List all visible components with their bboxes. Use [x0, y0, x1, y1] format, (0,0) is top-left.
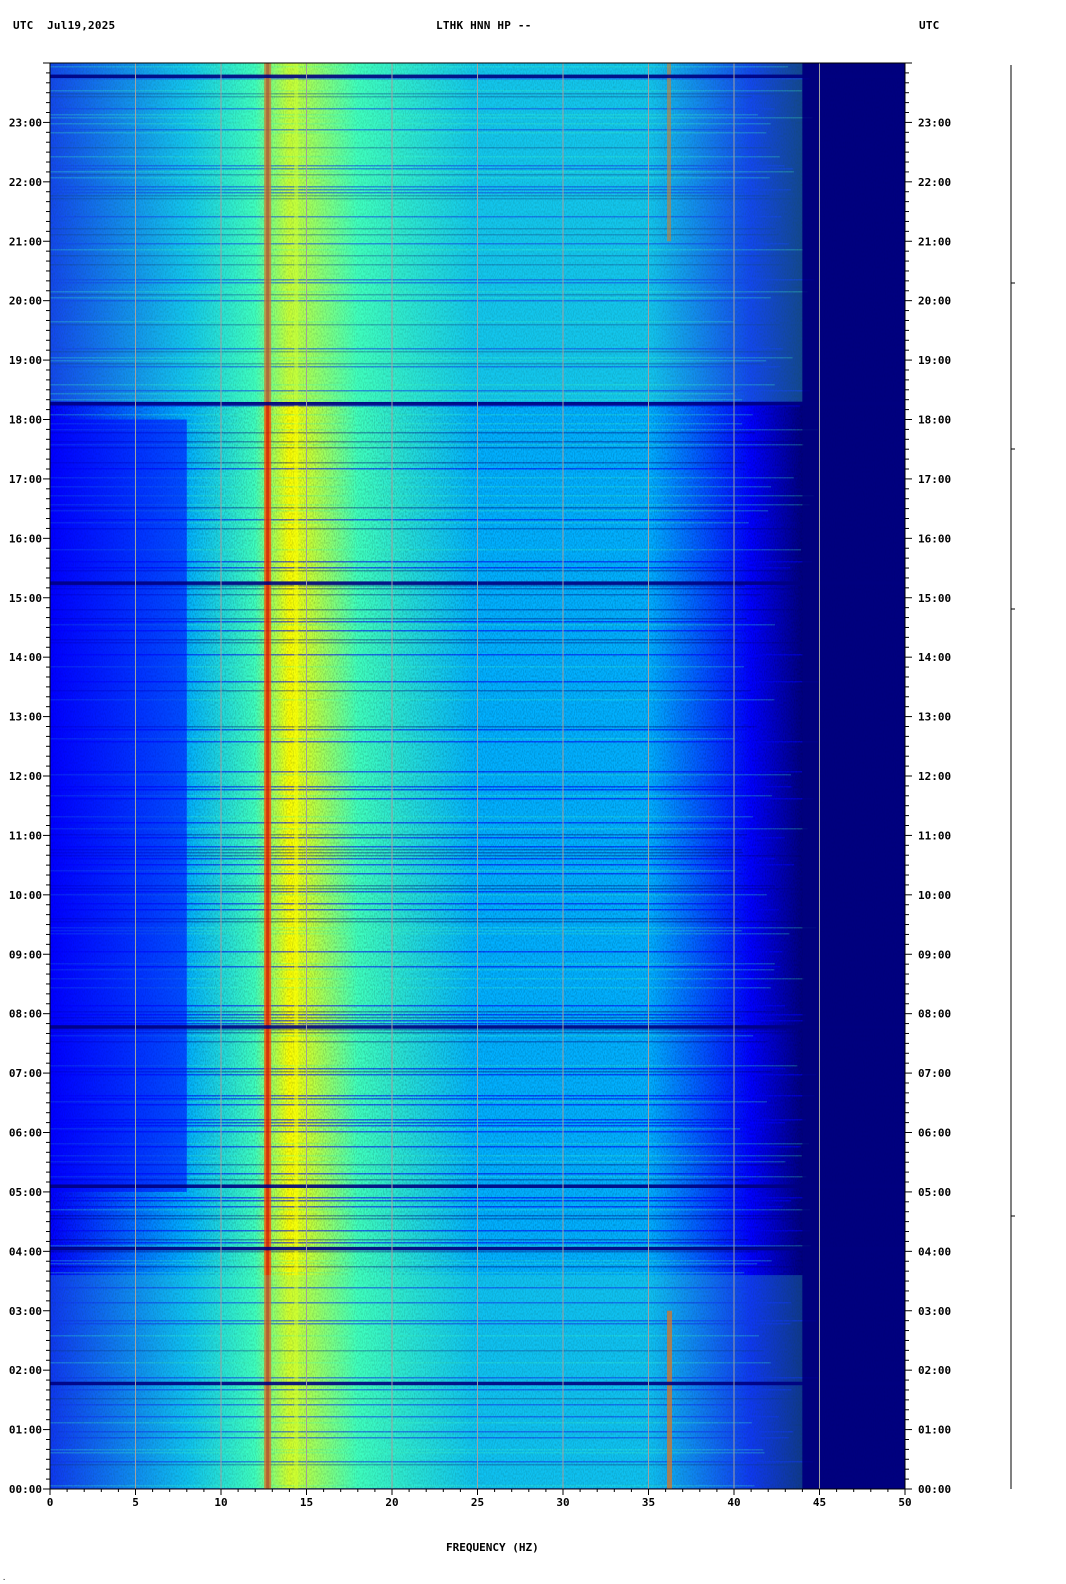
time-tick-label-left: 19:00	[9, 354, 42, 367]
frequency-tick-label: 30	[556, 1496, 569, 1509]
time-tick-label-right: 23:00	[918, 116, 951, 129]
high-frequency-rolloff	[802, 63, 905, 1489]
time-tick-label-left: 00:00	[9, 1483, 42, 1496]
intermittent-line-lower	[667, 1310, 673, 1489]
time-tick-label-right: 01:00	[918, 1424, 951, 1437]
time-tick-label-left: 20:00	[9, 295, 42, 308]
time-tick-label-right: 13:00	[918, 711, 951, 724]
time-tick-label-right: 18:00	[918, 414, 951, 427]
time-tick-label-left: 16:00	[9, 532, 42, 545]
time-tick-label-right: 21:00	[918, 235, 951, 248]
time-tick-label-left: 04:00	[9, 1245, 42, 1258]
frequency-tick-label: 35	[642, 1496, 655, 1509]
time-tick-label-right: 05:00	[918, 1186, 951, 1199]
time-tick-label-left: 10:00	[9, 889, 42, 902]
time-tick-label-left: 18:00	[9, 414, 42, 427]
amplitude-scale-line	[1010, 65, 1015, 1489]
time-tick-label-right: 00:00	[918, 1483, 951, 1496]
time-tick-label-right: 20:00	[918, 295, 951, 308]
time-tick-label-right: 09:00	[918, 948, 951, 961]
frequency-tick-label: 25	[471, 1496, 484, 1509]
time-tick-label-left: 15:00	[9, 592, 42, 605]
time-tick-label-left: 03:00	[9, 1305, 42, 1318]
time-tick-label-right: 14:00	[918, 651, 951, 664]
date-label: UTC Jul19,2025	[13, 19, 116, 32]
frequency-tick-label: 50	[898, 1496, 911, 1509]
frequency-tick-label: 45	[813, 1496, 826, 1509]
intermittent-line-upper	[667, 63, 672, 242]
time-tick-label-left: 02:00	[9, 1364, 42, 1377]
time-tick-label-left: 17:00	[9, 473, 42, 486]
time-tick-label-left: 05:00	[9, 1186, 42, 1199]
corner-mark: ·	[2, 1576, 7, 1584]
time-tick-label-right: 11:00	[918, 829, 951, 842]
quiet-low-frequency-region	[50, 419, 187, 1192]
time-tick-label-right: 12:00	[918, 770, 951, 783]
time-tick-label-left: 12:00	[9, 770, 42, 783]
time-tick-label-left: 14:00	[9, 651, 42, 664]
chart-axes	[43, 62, 912, 1495]
time-tick-label-left: 01:00	[9, 1424, 42, 1437]
time-axis-left: 00:00 01:00 02:00 03:00 04:00 05:00 06:00 07:00…	[9, 116, 42, 1496]
time-tick-label-left: 07:00	[9, 1067, 42, 1080]
frequency-gridlines	[135, 63, 820, 1489]
time-tick-label-right: 08:00	[918, 1008, 951, 1021]
time-tick-label-right: 02:00	[918, 1364, 951, 1377]
time-tick-label-left: 13:00	[9, 711, 42, 724]
persistent-line-core	[266, 63, 270, 1489]
time-tick-label-left: 22:00	[9, 176, 42, 189]
time-tick-label-left: 08:00	[9, 1008, 42, 1021]
time-tick-label-right: 15:00	[918, 592, 951, 605]
frequency-tick-label: 15	[300, 1496, 313, 1509]
time-tick-label-right: 19:00	[918, 354, 951, 367]
frequency-tick-label: 40	[727, 1496, 740, 1509]
active-period-upper	[50, 63, 803, 402]
time-tick-label-right: 06:00	[918, 1127, 951, 1140]
time-tick-label-left: 21:00	[9, 235, 42, 248]
time-tick-label-right: 17:00	[918, 473, 951, 486]
time-tick-label-left: 11:00	[9, 829, 42, 842]
station-title: LTHK HNN HP --	[436, 19, 532, 32]
time-tick-label-right: 03:00	[918, 1305, 951, 1318]
frequency-tick-label: 5	[132, 1496, 139, 1509]
time-tick-label-left: 06:00	[9, 1127, 42, 1140]
time-tick-label-left: 09:00	[9, 948, 42, 961]
frequency-tick-label: 10	[214, 1496, 227, 1509]
frequency-tick-label: 20	[385, 1496, 398, 1509]
secondary-line	[294, 63, 299, 1489]
time-tick-label-left: 23:00	[9, 116, 42, 129]
time-tick-label-right: 10:00	[918, 889, 951, 902]
timezone-label-right: UTC	[919, 19, 940, 32]
time-tick-label-right: 04:00	[918, 1245, 951, 1258]
frequency-axis: 0 5 10 15 20 25 30 35 40 45 50	[47, 1496, 912, 1509]
time-tick-label-right: 07:00	[918, 1067, 951, 1080]
time-tick-label-right: 16:00	[918, 532, 951, 545]
time-tick-label-right: 22:00	[918, 176, 951, 189]
frequency-tick-label: 0	[47, 1496, 54, 1509]
x-axis-label: FREQUENCY (HZ)	[446, 1541, 539, 1554]
time-axis-right: 00:00 01:00 02:00 03:00 04:00 05:00 06:00 07:00…	[918, 116, 951, 1496]
